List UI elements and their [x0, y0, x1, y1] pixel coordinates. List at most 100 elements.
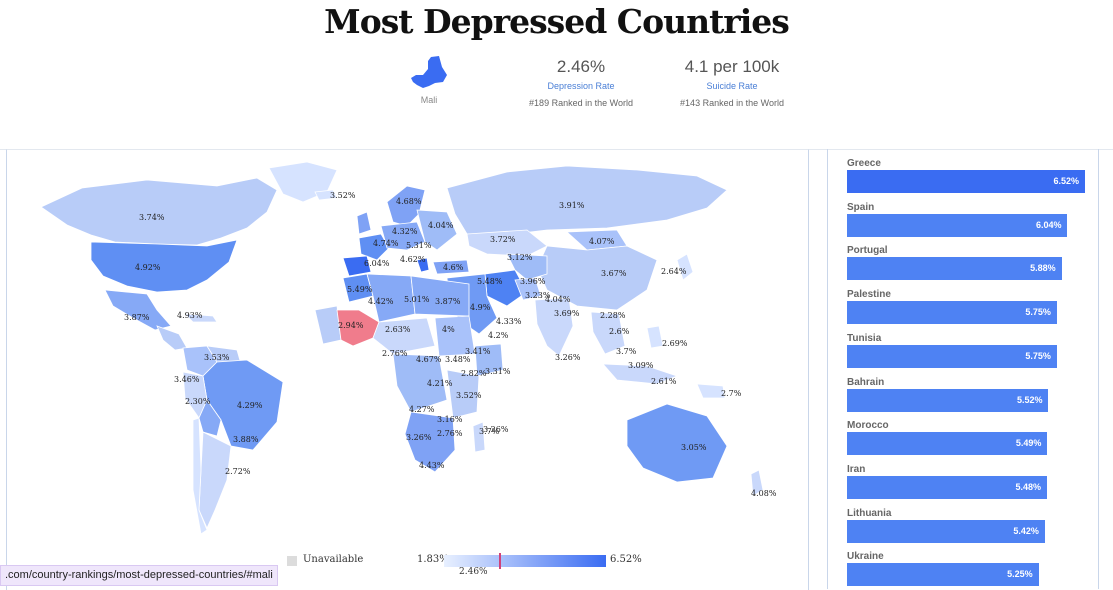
map-region-spain	[342, 255, 372, 277]
map-region-turkey	[432, 259, 470, 275]
ranking-bar[interactable]: 5.25%	[847, 563, 1039, 587]
ranking-row[interactable]: Spain 6.04%	[847, 202, 1097, 237]
map-region-niger-chad	[372, 317, 436, 355]
map-value-label: 3.53%	[204, 353, 230, 362]
map-value-label: 4.9%	[470, 303, 491, 312]
ranking-row[interactable]: Portugal 5.88%	[847, 245, 1097, 281]
map-region-madagascar	[472, 421, 486, 453]
map-value-label: 3.26%	[483, 425, 509, 434]
map-region-uk	[356, 211, 372, 235]
map-value-label: 2.61%	[651, 377, 677, 386]
map-region-iceland	[314, 189, 338, 201]
ranking-bar[interactable]: 5.42%	[847, 519, 1045, 543]
map-region-ethiopia	[474, 343, 504, 377]
page-title: Most Depressed Countries	[324, 2, 790, 41]
map-value-label: 3.91%	[559, 201, 585, 210]
map-region-philippines	[646, 325, 664, 349]
ranking-value: 6.52%	[1053, 176, 1079, 186]
map-value-label: 4.04%	[428, 221, 454, 230]
map-value-label: 3.31%	[485, 367, 511, 376]
map-region-canada	[40, 177, 278, 246]
map-region-china	[536, 245, 658, 311]
ranking-value: 6.04%	[1035, 219, 1062, 230]
ranking-value: 5.49%	[1015, 438, 1042, 449]
map-region-greece	[416, 257, 430, 273]
map-value-label: 4.29%	[237, 401, 263, 410]
map-value-label: 3.16%	[437, 415, 463, 424]
suicide-rate-label: Suicide Rate	[706, 81, 758, 91]
ranking-row[interactable]: Iran 5.48%	[847, 464, 1097, 499]
map-value-label: 4%	[442, 325, 455, 334]
country-name: Mali	[420, 95, 438, 105]
map-value-label: 3.05%	[681, 443, 707, 452]
legend-min: 1.83%	[417, 554, 449, 565]
map-region-indonesia	[602, 363, 679, 385]
map-region-australia	[626, 403, 728, 483]
map-value-label: 2.6%	[609, 327, 630, 336]
ranking-bar[interactable]: 5.52%	[847, 388, 1049, 412]
map-value-label: 3.69%	[554, 309, 580, 318]
map-value-label: 2.94%	[338, 321, 364, 330]
country-card[interactable]: Mali	[400, 55, 458, 105]
map-region-east-africa	[446, 369, 480, 419]
ranking-bar[interactable]: 5.75%	[847, 344, 1057, 368]
map-region-caribbean	[183, 313, 218, 323]
map-value-label: 4.27%	[409, 405, 435, 414]
ranking-bar[interactable]: 5.88%	[847, 257, 1062, 281]
ranking-row[interactable]: Palestine 5.75%	[847, 289, 1097, 325]
ranking-country-name: Ukraine	[847, 551, 884, 563]
map-value-label: 2.64%	[661, 267, 687, 276]
ranking-bar[interactable]: 6.04%	[847, 213, 1068, 237]
map-region-france	[358, 233, 390, 261]
selected-country-stats: Mali 2.46% Depression Rate #189 Ranked i…	[0, 55, 1113, 115]
ranking-row[interactable]: Tunisia 5.75%	[847, 333, 1097, 368]
ranking-bar[interactable]: 5.49%	[847, 432, 1048, 456]
ranking-panel: Greece 6.52% Spain 6.04% Portugal 5.88% Palest…	[827, 149, 1099, 589]
ranking-country-name: Palestine	[847, 289, 891, 301]
world-map[interactable]: 3.74% 3.52% 4.68% 3.91% 4.32% 4.04% 4.74% 5.31%…	[7, 150, 808, 590]
ranking-value: 5.75%	[1025, 350, 1051, 361]
map-region-sudan	[434, 315, 476, 357]
map-region-mexico	[104, 289, 172, 331]
legend-gradient	[444, 555, 606, 567]
map-value-label: 3.26%	[406, 433, 432, 442]
map-value-label: 3.52%	[456, 391, 482, 400]
ranking-row[interactable]: Ukraine 5.25%	[847, 551, 1097, 587]
map-value-label: 4.21%	[427, 379, 453, 388]
ranking-bar[interactable]: 6.52%	[847, 170, 1085, 193]
map-value-label: 4.42%	[368, 297, 394, 306]
map-region-central-asia	[506, 253, 548, 281]
map-value-label: 3.46%	[174, 375, 200, 384]
map-value-label: 4.43%	[419, 461, 445, 470]
map-value-label: 3.7%	[479, 427, 500, 436]
ranking-country-name: Lithuania	[847, 507, 892, 519]
depression-rate-label: Depression Rate	[547, 81, 615, 91]
ranking-bar[interactable]: 5.48%	[847, 475, 1048, 499]
map-value-label: 3.74%	[139, 213, 165, 222]
ranking-bar[interactable]: 5.75%	[847, 301, 1057, 325]
legend-max: 6.52%	[610, 554, 642, 565]
map-value-label: 3.88%	[233, 435, 259, 444]
ranking-row[interactable]: Lithuania 5.42%	[847, 508, 1097, 543]
map-value-label: 3.52%	[330, 191, 356, 200]
map-value-label: 3.09%	[628, 361, 654, 370]
map-value-label: 3.87%	[124, 313, 150, 322]
map-value-label: 2.63%	[385, 325, 411, 334]
map-region-southeast-asia	[590, 311, 626, 355]
depression-rate-value: 2.46%	[556, 57, 606, 76]
map-value-label: 3.12%	[507, 253, 533, 262]
map-value-label: 2.76%	[382, 349, 408, 358]
ranking-country-name: Portugal	[847, 245, 888, 257]
ranking-value: 5.48%	[1015, 481, 1042, 492]
map-region-central-europe	[380, 221, 426, 251]
ranking-country-name: Greece	[847, 158, 881, 169]
map-value-label: 6.04%	[364, 259, 390, 268]
ranking-row[interactable]: Bahrain 5.52%	[847, 377, 1097, 412]
ranking-row[interactable]: Greece 6.52%	[847, 158, 1097, 193]
map-value-label: 2.72%	[225, 467, 251, 476]
map-value-label: 2.82%	[461, 369, 487, 378]
map-value-label: 4.04%	[545, 295, 571, 304]
ranking-row[interactable]: Morocco 5.49%	[847, 420, 1097, 456]
map-value-label: 3.41%	[465, 347, 491, 356]
mali-shape-icon	[411, 56, 447, 88]
